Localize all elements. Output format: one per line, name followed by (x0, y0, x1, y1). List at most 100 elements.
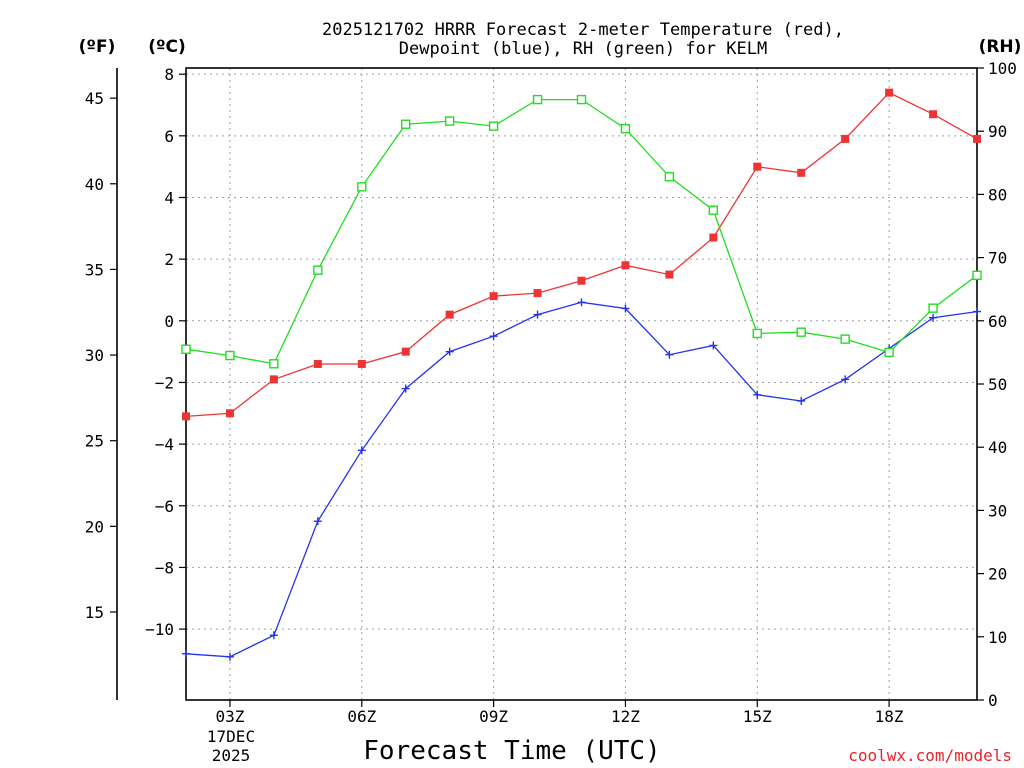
celsius-tick-label: 4 (164, 188, 174, 207)
data-point-rh (269, 359, 279, 369)
celsius-tick-label: 0 (164, 312, 174, 331)
data-point-rh (796, 327, 806, 337)
x-tick-label: 15Z (743, 707, 772, 726)
data-point-rh (972, 270, 982, 280)
data-point-rh (313, 265, 323, 275)
data-point-rh (840, 334, 850, 344)
tick-labels: 86420−2−4−6−8−10454035302520151009080706… (85, 59, 1017, 726)
data-point-2-meter-temperature (401, 347, 410, 356)
celsius-tick-label: 6 (164, 127, 174, 146)
data-point-rh (576, 94, 587, 105)
series-rh (181, 94, 982, 369)
data-point-rh (357, 182, 367, 192)
gridlines (186, 68, 977, 700)
fahrenheit-tick-label: 30 (85, 346, 104, 365)
data-point-dewpoint (841, 375, 850, 384)
data-point-2-meter-temperature (313, 359, 322, 368)
data-point-2-meter-temperature (489, 292, 498, 301)
date-label-day: 17DEC (207, 727, 255, 746)
data-point-rh (181, 344, 191, 354)
fahrenheit-unit-label: (ºF) (79, 37, 116, 57)
data-point-dewpoint (445, 347, 454, 356)
rh-tick-label: 30 (988, 501, 1007, 520)
celsius-tick-label: −6 (155, 497, 174, 516)
data-point-2-meter-temperature (533, 289, 542, 298)
data-point-2-meter-temperature (269, 375, 278, 384)
series-2-meter-temperature (182, 88, 981, 421)
x-tick-label: 12Z (611, 707, 640, 726)
x-tick-label: 03Z (215, 707, 244, 726)
series-line-2-meter-temperature (185, 91, 978, 418)
rh-tick-label: 80 (988, 185, 1007, 204)
rh-unit-label: (RH) (979, 37, 1022, 57)
data-point-2-meter-temperature (621, 261, 630, 270)
data-point-dewpoint (313, 517, 322, 526)
data-point-2-meter-temperature (841, 134, 850, 143)
rh-tick-label: 0 (988, 691, 998, 710)
data-point-dewpoint (753, 390, 762, 399)
celsius-tick-label: 2 (164, 250, 174, 269)
celsius-tick-label: −2 (155, 373, 174, 392)
fahrenheit-tick-label: 15 (85, 603, 104, 622)
data-point-dewpoint (533, 310, 542, 319)
fahrenheit-tick-label: 25 (85, 432, 104, 451)
data-point-2-meter-temperature (753, 162, 762, 171)
data-point-rh (752, 328, 762, 339)
data-point-2-meter-temperature (357, 359, 366, 368)
data-point-dewpoint (621, 304, 630, 313)
celsius-unit-label: (ºC) (148, 37, 186, 57)
data-point-dewpoint (401, 384, 410, 393)
data-point-dewpoint (973, 307, 981, 316)
data-point-dewpoint (269, 631, 278, 640)
rh-tick-label: 100 (988, 59, 1017, 78)
x-tick-label: 09Z (479, 707, 508, 726)
fahrenheit-tick-label: 35 (85, 260, 104, 279)
data-point-rh (225, 350, 235, 361)
celsius-tick-label: −10 (145, 620, 174, 639)
data-point-2-meter-temperature (885, 88, 894, 97)
data-point-dewpoint (489, 332, 498, 341)
data-point-2-meter-temperature (445, 310, 454, 319)
rh-tick-label: 50 (988, 375, 1007, 394)
data-point-rh (444, 116, 455, 126)
celsius-tick-label: 8 (164, 65, 174, 84)
data-point-dewpoint (577, 298, 586, 307)
plot-frame (185, 67, 978, 701)
fahrenheit-tick-label: 20 (85, 517, 104, 536)
data-point-dewpoint (357, 446, 366, 455)
data-point-rh (884, 347, 894, 358)
date-label-year: 2025 (212, 746, 251, 765)
data-point-2-meter-temperature (182, 412, 190, 421)
credit-text: coolwx.com/models (848, 746, 1012, 765)
rh-tick-label: 20 (988, 565, 1007, 584)
rh-tick-label: 70 (988, 249, 1007, 268)
data-point-2-meter-temperature (709, 233, 718, 242)
data-point-rh (928, 303, 938, 313)
x-axis-label: Forecast Time (UTC) (363, 736, 660, 766)
rh-tick-label: 10 (988, 628, 1007, 647)
data-point-rh (620, 123, 631, 134)
data-point-2-meter-temperature (797, 168, 806, 177)
data-point-rh (401, 119, 411, 129)
rh-tick-label: 60 (988, 312, 1007, 331)
data-point-2-meter-temperature (225, 409, 234, 418)
data-point-dewpoint (182, 649, 190, 658)
data-point-2-meter-temperature (577, 276, 586, 285)
data-point-2-meter-temperature (929, 110, 938, 119)
data-point-rh (488, 121, 499, 131)
data-point-2-meter-temperature (973, 134, 981, 143)
chart-title-line-2: Dewpoint (blue), RH (green) for KELM (399, 39, 767, 59)
series-dewpoint (182, 298, 981, 661)
chart-title-line-1: 2025121702 HRRR Forecast 2-meter Tempera… (322, 20, 844, 40)
data-point-2-meter-temperature (665, 270, 674, 279)
x-tick-label: 06Z (347, 707, 376, 726)
x-tick-label: 18Z (875, 707, 904, 726)
series-line-dewpoint (185, 301, 978, 658)
celsius-tick-label: −8 (155, 558, 174, 577)
data-point-dewpoint (709, 341, 718, 350)
fahrenheit-tick-label: 45 (85, 89, 104, 108)
series-line-rh (185, 98, 978, 365)
data-point-rh (708, 205, 719, 215)
fahrenheit-tick-label: 40 (85, 175, 104, 194)
